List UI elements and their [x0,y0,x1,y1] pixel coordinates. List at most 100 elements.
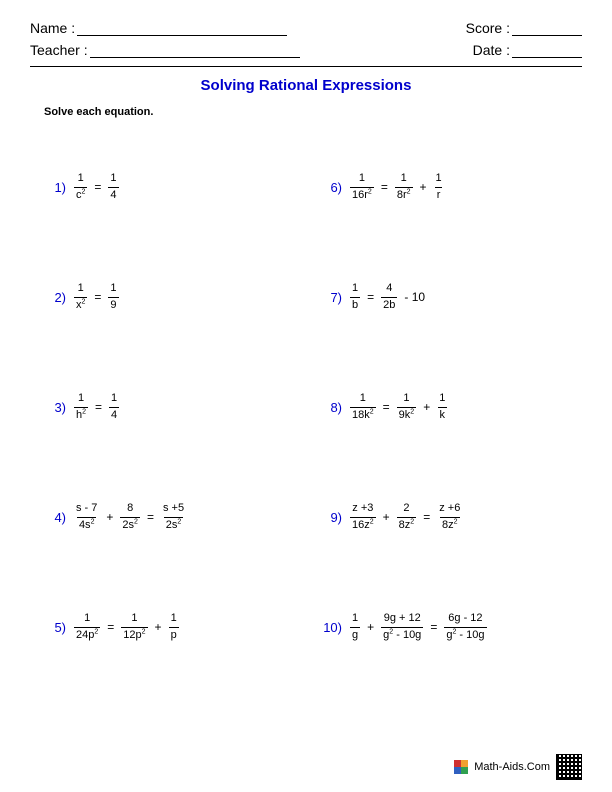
fraction-denominator: 2s2 [164,517,184,532]
problem-row: 6)116r2=18r2+1r [316,132,572,242]
fraction-denominator: 4 [109,407,119,422]
operator: = [420,510,433,524]
fraction: z +316z2 [350,502,376,531]
problem-row: 4)s - 74s2+82s2=s +52s2 [40,462,296,572]
fraction-numerator: 1 [82,612,92,626]
equation: 116r2=18r2+1r [350,172,444,201]
fraction-denominator: p [169,627,179,642]
date-blank [512,44,582,58]
header-row-2: Teacher : Date : [30,42,582,58]
operator: = [427,620,440,634]
operator: + [152,620,165,634]
equation: 118k2=19k2+1k [350,392,447,421]
fraction-denominator: 9k2 [397,407,417,422]
fraction-denominator: 2s2 [120,517,140,532]
operator: = [378,180,391,194]
fraction-numerator: z +3 [350,502,375,516]
fraction: 1k [437,392,447,421]
operator: + [420,400,433,414]
problem-number: 8) [316,400,350,415]
fraction: 1g [350,612,360,641]
fraction-numerator: z +6 [437,502,462,516]
qr-code-icon [556,754,582,780]
fraction-denominator: 24p2 [74,627,100,642]
fraction-numerator: s +5 [161,502,186,516]
operator: = [92,400,105,414]
page-title: Solving Rational Expressions [30,77,582,94]
fraction: z +68z2 [437,502,462,531]
fraction-numerator: 4 [384,282,394,296]
fraction-numerator: 1 [350,282,360,296]
fraction-numerator: 1 [434,172,444,186]
problem-number: 3) [40,400,74,415]
fraction-numerator: 1 [109,392,119,406]
problem-number: 5) [40,620,74,635]
fraction: 19k2 [397,392,417,421]
score-blank [512,22,582,36]
fraction: 28z2 [397,502,417,531]
problems-grid: 1)1c2=142)1x2=193)1h2=144)s - 74s2+82s2=… [30,132,582,682]
fraction-denominator: r [435,187,443,202]
problems-column-left: 1)1c2=142)1x2=193)1h2=144)s - 74s2+82s2=… [40,132,296,682]
problem-row: 2)1x2=19 [40,242,296,352]
operator: = [104,620,117,634]
fraction: 42b [381,282,397,311]
operator: = [380,400,393,414]
header-row-1: Name : Score : [30,20,582,36]
problem-number: 9) [316,510,350,525]
fraction: 124p2 [74,612,100,641]
fraction: s - 74s2 [74,502,99,531]
fraction-denominator: g [350,627,360,642]
problem-number: 4) [40,510,74,525]
name-field: Name : [30,20,287,36]
fraction-numerator: 1 [76,282,86,296]
operator: - 10 [401,290,428,304]
fraction-numerator: 9g + 12 [382,612,423,626]
fraction-numerator: 1 [401,392,411,406]
fraction-denominator: 8r2 [395,187,413,202]
fraction: 1p [169,612,179,641]
operator: + [364,620,377,634]
operator: + [380,510,393,524]
fraction-denominator: 9 [108,297,118,312]
equation: s - 74s2+82s2=s +52s2 [74,502,186,531]
header-divider [30,66,582,67]
fraction: 1b [350,282,360,311]
fraction: 14 [108,172,118,201]
fraction-denominator: 16r2 [350,187,374,202]
fraction-denominator: g2 - 10g [444,627,486,642]
fraction: 82s2 [120,502,140,531]
problem-row: 8)118k2=19k2+1k [316,352,572,462]
fraction: 118k2 [350,392,376,421]
fraction-numerator: 8 [125,502,135,516]
fraction-numerator: 1 [169,612,179,626]
problem-row: 5)124p2=112p2+1p [40,572,296,682]
problem-row: 9)z +316z2 +28z2= z +68z2 [316,462,572,572]
fraction: 1r [434,172,444,201]
operator: = [144,510,157,524]
fraction-denominator: 12p2 [121,627,147,642]
fraction: 1x2 [74,282,87,311]
equation: 1x2=19 [74,282,119,311]
date-field: Date : [473,42,582,58]
problem-number: 1) [40,180,74,195]
problem-row: 7)1b=42b- 10 [316,242,572,352]
fraction-numerator: 1 [437,392,447,406]
fraction-denominator: 2b [381,297,397,312]
teacher-blank [90,44,300,58]
equation: 1g+9g + 12g2 - 10g=6g - 12g2 - 10g [350,612,487,641]
fraction-denominator: k [438,407,448,422]
equation: 1c2=14 [74,172,119,201]
teacher-field: Teacher : [30,42,300,58]
fraction: 1c2 [74,172,87,201]
fraction-denominator: b [350,297,360,312]
fraction-numerator: 1 [76,392,86,406]
name-blank [77,22,287,36]
fraction-numerator: 1 [358,392,368,406]
problem-number: 2) [40,290,74,305]
fraction: s +52s2 [161,502,186,531]
equation: 124p2=112p2+1p [74,612,179,641]
fraction-numerator: 1 [357,172,367,186]
fraction-denominator: c2 [74,187,87,202]
score-field: Score : [466,20,582,36]
